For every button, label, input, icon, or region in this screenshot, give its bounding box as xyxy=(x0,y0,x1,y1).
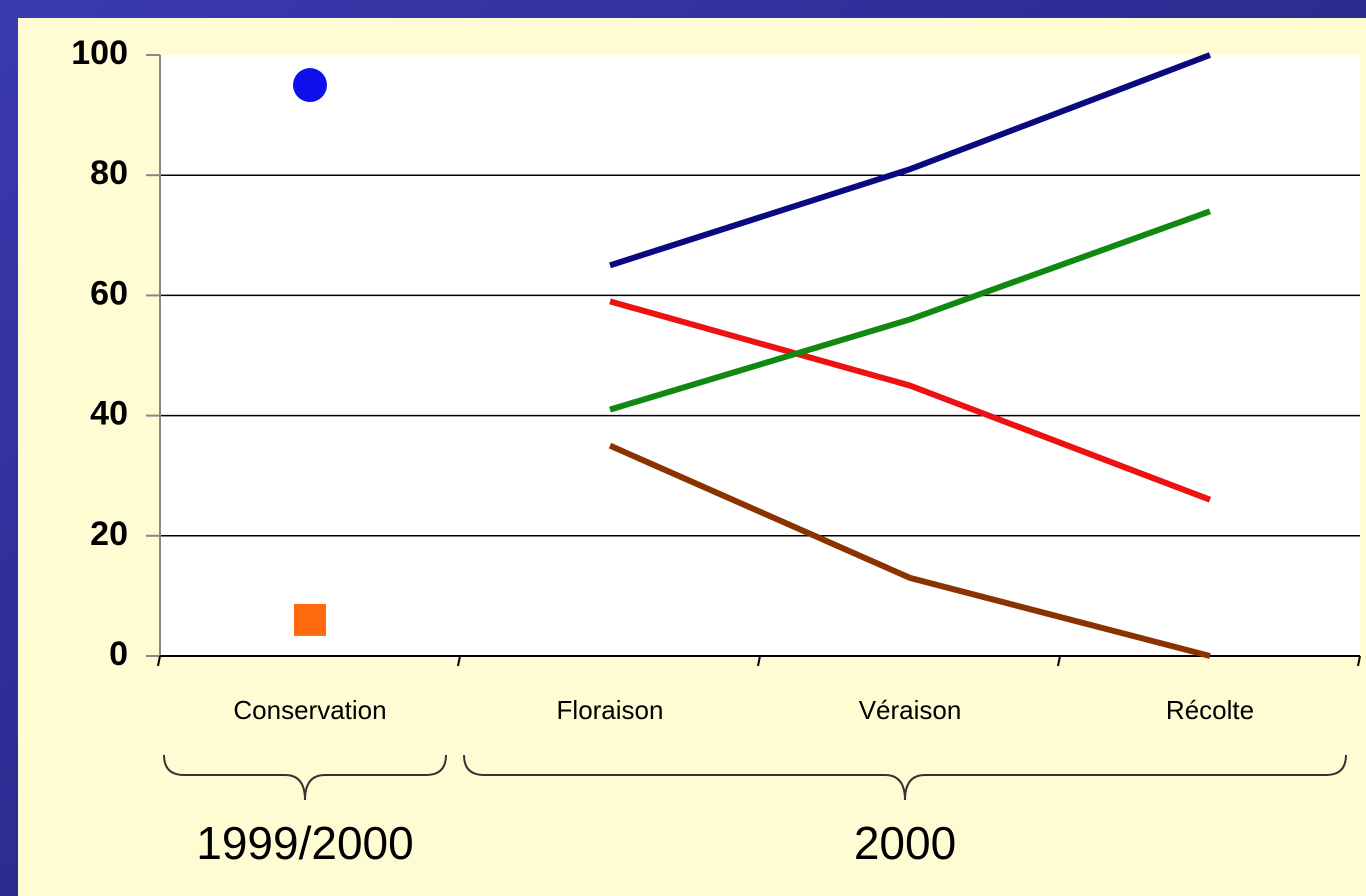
point xyxy=(293,68,327,103)
group-label: 1999/2000 xyxy=(196,817,413,869)
y-tick-label: 100 xyxy=(71,34,128,72)
plot-area xyxy=(160,55,1360,656)
y-tick-label: 0 xyxy=(109,635,128,673)
group-brace xyxy=(163,754,447,801)
x-tick xyxy=(757,655,761,667)
group-label: 2000 xyxy=(854,817,956,869)
series-line xyxy=(608,442,1211,659)
y-tick-label: 20 xyxy=(90,515,128,553)
x-tick-label: Véraison xyxy=(859,695,962,725)
y-tick-label: 80 xyxy=(90,154,128,192)
x-tick-label: Floraison xyxy=(557,695,664,725)
series-line xyxy=(609,208,1212,413)
y-tick-label: 60 xyxy=(90,274,128,312)
x-tick-label: Récolte xyxy=(1166,695,1254,725)
series-line xyxy=(609,298,1212,503)
y-tick-label: 40 xyxy=(90,395,128,433)
group-brace xyxy=(463,754,1347,801)
x-tick xyxy=(157,655,161,667)
point xyxy=(294,603,326,636)
x-tick xyxy=(1057,655,1061,667)
series-line xyxy=(609,52,1212,269)
x-tick xyxy=(1357,655,1361,667)
x-tick xyxy=(457,655,461,667)
x-tick-label: Conservation xyxy=(233,695,386,725)
